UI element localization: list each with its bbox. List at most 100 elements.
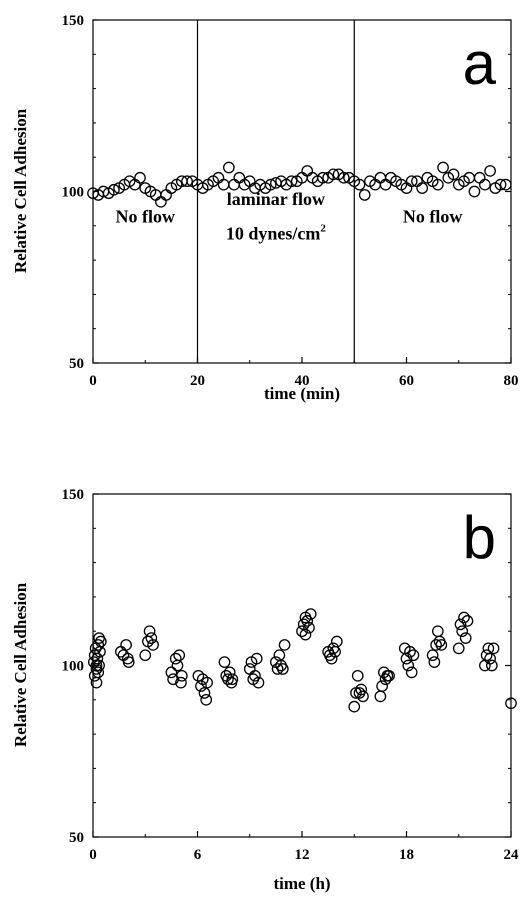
data-point: [122, 656, 135, 668]
data-point: [271, 663, 284, 675]
data-point: [278, 639, 291, 651]
data-points-b: [88, 608, 517, 713]
data-point: [147, 639, 159, 651]
annotations-a: No flow laminar flow 10 dynes/cm2 No flow: [116, 189, 463, 243]
data-point: [480, 649, 493, 662]
chart-panel-a: 0 20 40 60 80 50 100 150 No flow laminar flow 10 …: [11, 13, 519, 403]
data-point: [145, 632, 158, 644]
data-point: [494, 178, 507, 191]
data-point: [348, 700, 361, 713]
x-tick-label-a: 0: [89, 373, 97, 389]
data-point: [430, 639, 442, 651]
data-point: [264, 178, 277, 191]
data-point: [195, 680, 207, 692]
x-tick-label-b: 24: [504, 847, 520, 863]
data-point: [252, 676, 265, 689]
data-point: [90, 659, 103, 672]
data-point: [301, 615, 314, 627]
data-point: [407, 649, 420, 662]
data-point: [459, 632, 472, 644]
data-point: [437, 161, 449, 174]
data-point: [181, 175, 193, 188]
data-point: [468, 185, 481, 198]
data-point: [404, 645, 416, 658]
annotation: laminar flow: [227, 189, 325, 209]
data-point: [447, 168, 460, 181]
data-point: [276, 663, 289, 675]
data-point: [452, 642, 465, 655]
x-axis-label-b: time (h): [273, 874, 330, 893]
data-point: [405, 175, 418, 188]
data-point: [383, 669, 395, 682]
tick-labels-a: 0 20 40 60 80 50 100 150: [62, 13, 519, 389]
ticks-b: [92, 493, 512, 838]
x-tick-label-a: 80: [504, 373, 519, 389]
data-point: [426, 649, 439, 662]
data-point: [201, 676, 213, 689]
data-point: [249, 669, 261, 682]
data-point: [175, 669, 188, 682]
x-axis-label-a: time (min): [264, 384, 340, 403]
data-point: [405, 666, 418, 679]
data-point: [355, 683, 368, 696]
data-point: [200, 693, 213, 706]
x-tick-label-b: 12: [295, 847, 310, 863]
data-point: [165, 666, 178, 679]
data-point: [337, 171, 350, 184]
data-point: [285, 175, 298, 188]
data-point: [461, 615, 474, 627]
data-point: [175, 676, 187, 689]
ticks-a: [92, 19, 512, 364]
y-tick-label-b: 150: [62, 487, 85, 503]
data-point: [108, 183, 120, 196]
data-point: [487, 642, 500, 655]
x-tick-label-b: 0: [89, 847, 97, 863]
chart-panel-b: 0 6 12 18 24 50 100 150 b time (h) Relative Cel…: [11, 487, 519, 893]
data-point: [92, 639, 105, 651]
y-tick-label-a: 100: [62, 185, 85, 201]
x-tick-label-a: 40: [295, 373, 310, 389]
data-point: [485, 659, 498, 672]
tick-labels-b: 0 6 12 18 24 50 100 150: [62, 487, 520, 863]
y-tick-label-a: 50: [69, 356, 84, 372]
data-point: [358, 189, 371, 201]
data-point: [93, 632, 105, 644]
data-point: [222, 673, 234, 686]
y-tick-label-b: 50: [69, 830, 84, 846]
data-point: [296, 625, 308, 638]
data-point: [134, 171, 146, 184]
data-point: [499, 178, 512, 191]
data-point: [120, 639, 132, 651]
data-point: [226, 673, 239, 686]
data-point: [91, 652, 104, 665]
data-point: [304, 608, 317, 620]
data-point: [143, 625, 156, 638]
data-point: [400, 652, 413, 665]
data-point: [299, 628, 312, 641]
data-point: [479, 178, 491, 191]
data-point: [357, 690, 369, 703]
event-lines-a: [196, 20, 355, 363]
data-point: [505, 697, 517, 710]
data-point: [484, 165, 496, 177]
data-point: [353, 178, 366, 191]
data-point: [218, 656, 231, 668]
data-point: [484, 652, 496, 665]
y-tick-label-b: 100: [62, 659, 85, 675]
x-tick-label-b: 18: [399, 847, 414, 863]
data-point: [428, 656, 441, 668]
y-axis-label-a: Relative Cell Adhesion: [11, 108, 30, 273]
data-point: [456, 625, 469, 638]
annotation: 10 dynes/cm2: [226, 223, 327, 244]
x-tick-label-a: 20: [190, 373, 205, 389]
panel-label-b: b: [463, 504, 496, 571]
data-points-a: [87, 161, 512, 208]
panel-label-a: a: [463, 30, 497, 97]
x-tick-label-a: 60: [399, 373, 414, 389]
data-point: [351, 669, 364, 682]
data-point: [139, 649, 152, 662]
x-tick-label-b: 6: [194, 847, 202, 863]
data-point: [416, 182, 429, 194]
y-axis-label-b: Relative Cell Adhesion: [11, 582, 30, 747]
